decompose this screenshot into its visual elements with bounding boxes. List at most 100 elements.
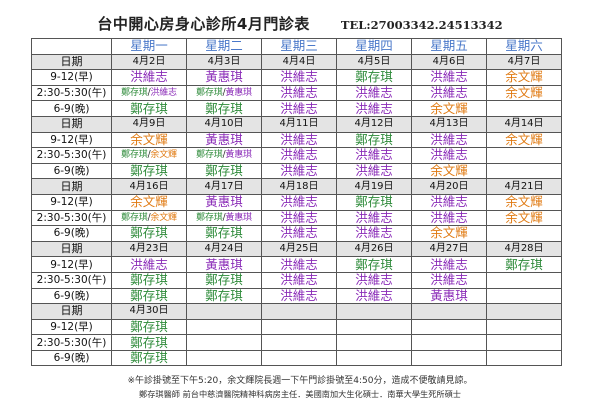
- slot-row: 2:30-5:30(午) 鄭存琪/余文輝 鄭存琪/黃惠琪 洪維志 洪維志 洪維志 余文輝: [31, 209, 562, 227]
- doctor-cell: 洪維志: [336, 209, 412, 227]
- doctor-separator: /: [222, 212, 226, 223]
- doctor-cell: [486, 225, 562, 242]
- doctor-name: 洪維志: [355, 85, 393, 101]
- date-cell: 4月4日: [261, 53, 337, 71]
- doctor-separator: /: [147, 88, 151, 99]
- slot-label: 6-9(晚): [31, 162, 112, 180]
- doctor-cell: 鄭存琪: [336, 193, 412, 211]
- date-label: 日期: [31, 115, 112, 133]
- doctor-cell: 洪維志: [411, 131, 487, 149]
- date-cell: 4月19日: [336, 178, 412, 195]
- date-cell: 4月20日: [411, 178, 487, 195]
- date-label: 日期: [31, 303, 112, 320]
- doctor-name: 黃惠琪: [225, 150, 252, 161]
- doctor-name: 洪維志: [355, 100, 393, 116]
- doctor-cell: 黃惠琪: [186, 193, 262, 211]
- doctor-name: 鄭存琪: [130, 100, 168, 116]
- doctor-cell: [336, 334, 412, 351]
- doctor-cell: [186, 334, 262, 351]
- doctor-name: 余文輝: [430, 100, 468, 116]
- doctor-cell: 鄭存琪: [336, 69, 412, 86]
- slot-label: 6-9(晚): [31, 287, 112, 305]
- doctor-name: 洪維志: [280, 85, 318, 101]
- slot-row: 2:30-5:30(午) 鄭存琪 鄭存琪 洪維志 洪維志 洪維志: [31, 271, 562, 289]
- doctor-name: 洪維志: [280, 147, 318, 163]
- date-cell: [486, 303, 562, 320]
- clinic-phone: TEL:27003342.24513342: [340, 18, 503, 32]
- doctor-cell: 洪維志: [336, 147, 412, 164]
- doctor-name: 洪維志: [355, 288, 393, 303]
- doctor-cell: 鄭存琪: [186, 100, 262, 117]
- doctor-cell: [486, 349, 562, 367]
- weekday-header: 星期三: [261, 38, 337, 55]
- doctor-cell: 洪維志: [336, 287, 412, 305]
- slot-row: 6-9(晚) 鄭存琪 鄭存琪 洪維志 洪維志 黃惠琪: [31, 287, 562, 305]
- doctor-name: 洪維志: [355, 163, 393, 179]
- doctor-name: 鄭存琪: [130, 334, 168, 350]
- doctor-name: 余文輝: [430, 225, 468, 241]
- doctor-name: 洪維志: [280, 163, 318, 179]
- doctor-cell: 余文輝: [486, 131, 562, 149]
- doctor-name: 洪維志: [355, 272, 393, 288]
- doctor-cell: [261, 349, 337, 367]
- doctor-separator: /: [147, 212, 151, 223]
- schedule-title: 台中開心房身心診所4月門診表 TEL:27003342.24513342: [0, 13, 600, 34]
- doctor-cell: 鄭存琪/余文輝: [111, 147, 187, 164]
- date-label: 日期: [31, 53, 112, 71]
- doctor-name: 洪維志: [280, 225, 318, 241]
- doctor-name: 黃惠琪: [205, 69, 243, 85]
- slot-row: 6-9(晚) 鄭存琪 鄭存琪 洪維志 洪維志 余文輝: [31, 162, 562, 180]
- doctor-cell: [336, 349, 412, 367]
- doctor-cell: 余文輝: [411, 100, 487, 117]
- doctor-name: 洪維志: [280, 210, 318, 225]
- slot-row: 6-9(晚) 鄭存琪: [31, 349, 562, 367]
- doctor-name: 洪維志: [430, 272, 468, 288]
- doctor-name: 鄭存琪: [196, 150, 223, 161]
- doctor-name: 洪維志: [280, 132, 318, 147]
- doctor-name: 洪維志: [280, 288, 318, 303]
- date-cell: [336, 303, 412, 320]
- doctor-name: 鄭存琪: [196, 212, 223, 223]
- slot-row: 9-12(早) 余文輝 黃惠琪 洪維志 鄭存琪 洪維志 余文輝: [31, 131, 562, 149]
- doctor-name: 洪維志: [430, 69, 468, 85]
- date-cell: 4月14日: [486, 115, 562, 133]
- doctor-cell: [486, 100, 562, 117]
- doctor-cell: [186, 318, 262, 336]
- weekday-header: 星期六: [486, 38, 562, 55]
- weekday-header-row: 星期一 星期二 星期三 星期四 星期五 星期六: [31, 38, 562, 55]
- doctor-cell: [411, 334, 487, 351]
- doctor-cell: 洪維志: [261, 100, 337, 117]
- doctor-cell: 余文輝: [486, 209, 562, 227]
- doctor-name: 余文輝: [130, 194, 168, 210]
- doctor-name: 黃惠琪: [205, 194, 243, 210]
- doctor-cell: 洪維志: [111, 69, 187, 86]
- slot-label: 6-9(晚): [31, 225, 112, 242]
- date-cell: 4月18日: [261, 178, 337, 195]
- doctor-cell: 洪維志: [261, 69, 337, 86]
- doctor-name: 余文輝: [505, 194, 543, 210]
- date-cell: 4月7日: [486, 53, 562, 71]
- slot-label: 9-12(早): [31, 69, 112, 86]
- doctor-name: 黃惠琪: [225, 88, 252, 99]
- date-cell: 4月17日: [186, 178, 262, 195]
- date-cell: [186, 303, 262, 320]
- doctor-cell: 洪維志: [261, 84, 337, 102]
- slot-row: 2:30-5:30(午) 鄭存琪/洪維志 鄭存琪/黃惠琪 洪維志 洪維志 洪維志 余文輝: [31, 84, 562, 102]
- corner-cell: [31, 38, 112, 55]
- doctor-cell: 洪維志: [261, 271, 337, 289]
- slot-row: 9-12(早) 洪維志 黃惠琪 洪維志 鄭存琪 洪維志 余文輝: [31, 69, 562, 86]
- doctor-cell: 余文輝: [486, 69, 562, 86]
- slot-label: 9-12(早): [31, 318, 112, 336]
- date-cell: 4月12日: [336, 115, 412, 133]
- doctor-cell: 鄭存琪/洪維志: [111, 84, 187, 102]
- clinic-title: 台中開心房身心診所4月門診表: [97, 15, 310, 33]
- slot-label: 6-9(晚): [31, 349, 112, 367]
- doctor-cell: 鄭存琪: [111, 271, 187, 289]
- doctor-name: 余文輝: [505, 210, 543, 225]
- note-afternoon-registration: ※午診掛號至下午5:20，余文輝院長週一下午門診掛號至4:50分，造成不便敬請見…: [127, 376, 473, 386]
- date-cell: 4月5日: [336, 53, 412, 71]
- doctor-name: 余文輝: [505, 132, 543, 147]
- doctor-name: 鄭存琪: [121, 150, 148, 161]
- slot-row: 9-12(早) 鄭存琪: [31, 318, 562, 336]
- doctor-name: 鄭存琪: [130, 163, 168, 179]
